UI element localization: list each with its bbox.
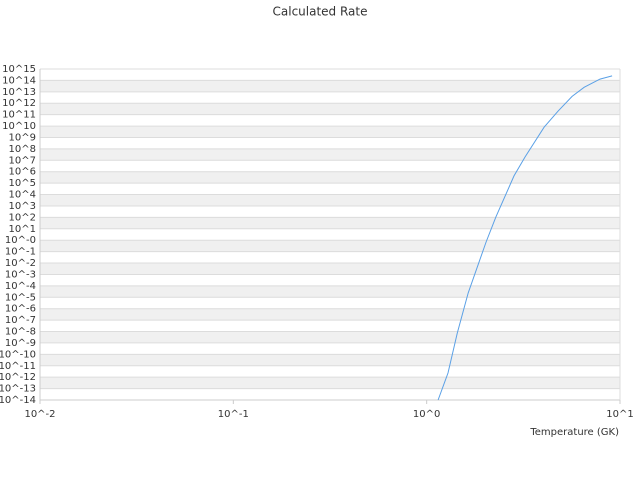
y-tick-label: 10^9 bbox=[9, 132, 36, 143]
grid-band bbox=[40, 285, 620, 298]
y-tick-label: 10^14 bbox=[2, 75, 36, 86]
y-tick-label: 10^4 bbox=[9, 190, 36, 201]
grid-band bbox=[40, 263, 620, 275]
grid-band bbox=[40, 240, 620, 252]
y-tick-label: 10^-4 bbox=[5, 281, 36, 292]
y-tick-label: 10^-9 bbox=[5, 338, 36, 349]
grid-band bbox=[40, 194, 620, 206]
y-tick-label: 10^-5 bbox=[5, 292, 36, 303]
y-tick-label: 10^-3 bbox=[5, 269, 36, 280]
grid-band bbox=[40, 148, 620, 161]
grid-band bbox=[40, 331, 620, 343]
y-tick-label: 10^-11 bbox=[0, 361, 36, 372]
x-tick-label: 10^-1 bbox=[218, 409, 249, 420]
x-tick-label: 10^-2 bbox=[24, 409, 55, 420]
y-tick-label: 10^-12 bbox=[0, 372, 36, 383]
y-tick-label: 10^12 bbox=[2, 98, 36, 109]
y-tick-label: 10^5 bbox=[9, 178, 36, 189]
x-tick-label: 10^1 bbox=[606, 409, 633, 420]
grid-band bbox=[40, 308, 620, 321]
y-tick-label: 10^11 bbox=[2, 110, 36, 121]
grid-band bbox=[40, 80, 620, 92]
y-tick-label: 10^15 bbox=[2, 64, 36, 75]
y-tick-label: 10^1 bbox=[9, 224, 36, 235]
grid-band bbox=[40, 217, 620, 229]
grid-band bbox=[40, 103, 620, 115]
y-tick-label: 10^2 bbox=[9, 212, 36, 223]
y-tick-label: 10^-13 bbox=[0, 384, 36, 395]
grid-band bbox=[40, 377, 620, 389]
y-tick-label: 10^-7 bbox=[5, 315, 36, 326]
x-tick-label: 10^0 bbox=[413, 409, 440, 420]
grid-band bbox=[40, 354, 620, 366]
y-tick-label: 10^13 bbox=[2, 87, 36, 98]
y-tick-label: 10^-14 bbox=[0, 395, 36, 406]
x-axis-label: Temperature (GK) bbox=[529, 427, 619, 438]
y-tick-label: 10^-6 bbox=[5, 304, 36, 315]
y-tick-label: 10^3 bbox=[9, 201, 36, 212]
y-tick-label: 10^-10 bbox=[0, 349, 36, 360]
y-tick-label: 10^-2 bbox=[5, 258, 36, 269]
chart-title: Calculated Rate bbox=[273, 5, 368, 19]
grid-band bbox=[40, 171, 620, 184]
y-tick-label: 10^-1 bbox=[5, 247, 36, 258]
grid-band bbox=[40, 126, 620, 138]
y-tick-label: 10^10 bbox=[2, 121, 36, 132]
y-tick-label: 10^8 bbox=[9, 144, 36, 155]
line-series bbox=[437, 75, 613, 401]
y-tick-label: 10^6 bbox=[9, 167, 36, 178]
y-tick-label: 10^7 bbox=[9, 155, 36, 166]
y-tick-label: 10^-0 bbox=[5, 235, 36, 246]
y-tick-label: 10^-8 bbox=[5, 327, 36, 338]
